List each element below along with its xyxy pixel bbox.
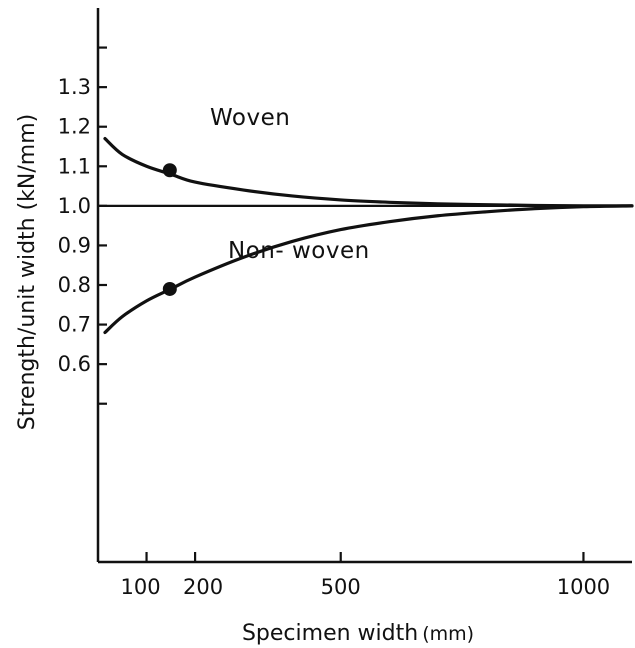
y-tick-label: 1.3: [58, 75, 91, 99]
x-tick-label: 200: [183, 575, 223, 599]
series-line-0: [103, 136, 634, 208]
series-label-0: Woven: [210, 105, 290, 131]
y-tick-label: 1.2: [58, 115, 91, 139]
y-tick-label: 1.1: [58, 154, 91, 178]
y-tick-label: 0.9: [58, 233, 91, 257]
y-tick-label: 0.6: [58, 352, 91, 376]
series-line-1: [103, 204, 634, 335]
x-tick-label: 100: [120, 575, 160, 599]
x-axis-title: Specimen width (mm): [242, 621, 474, 646]
x-tick-label: 1000: [557, 575, 610, 599]
series-marker-0: [162, 163, 177, 178]
x-ticks: 100 200 500 1000: [120, 552, 610, 599]
series-marker-1: [162, 281, 177, 296]
series-group: Woven Non- woven: [103, 105, 634, 335]
y-ticks: 0.6 0.7 0.8 0.9 1.0 1.1 1.2 1.3: [58, 46, 107, 405]
y-tick-label: 1.0: [58, 194, 91, 218]
y-tick-label: 0.8: [58, 273, 91, 297]
y-axis-title: Strength/unit width (kN/mm): [15, 114, 40, 430]
x-tick-label: 500: [321, 575, 361, 599]
series-label-1: Non- woven: [228, 238, 370, 264]
y-tick-label: 0.7: [58, 313, 91, 337]
